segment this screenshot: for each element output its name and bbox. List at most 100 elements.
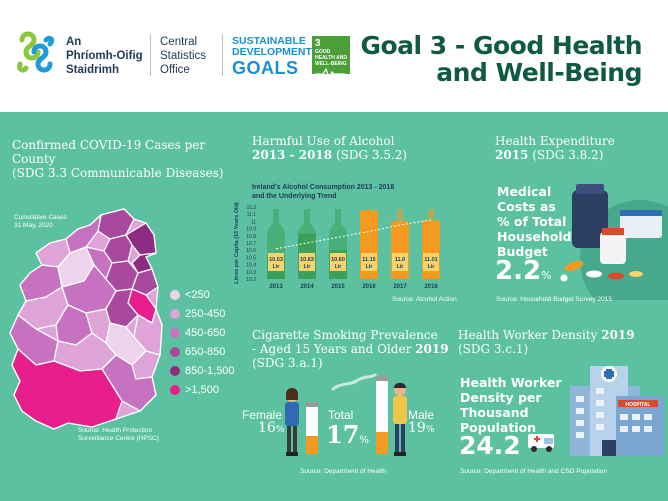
covid-note: Cumulative Cases 31 May, 2020 xyxy=(14,214,67,230)
sdg-logo-text: SUSTAINABLE DEVELOPMENT xyxy=(232,36,312,58)
health-exp-label: Medical Costs as % of Total Household Bu… xyxy=(497,184,572,259)
legend-label: 850-1,500 xyxy=(185,364,235,377)
alcohol-title-sdg: (SDG 3.5.2) xyxy=(335,148,408,162)
hospital-illustration: HOSPITAL xyxy=(528,366,664,456)
x-tick-label: 2014 xyxy=(300,284,314,290)
cso-irish-line: Staidrimh xyxy=(66,64,120,76)
workers-label: Health Worker Density per Thousand Popul… xyxy=(460,375,562,435)
female-figure-icon xyxy=(285,388,299,456)
alcohol-source: Source: Alcohol Action xyxy=(392,296,457,304)
alcohol-section-title: Harmful Use of Alcohol 2013 - 2018 (SDG … xyxy=(252,134,407,162)
y-tick-label: 10.6 xyxy=(246,248,256,254)
health-exp-label-line: Medical xyxy=(497,184,552,199)
covid-title-line: County xyxy=(12,152,56,166)
covid-legend: <250 250-450 450-650 650-850 850-1,500 >… xyxy=(170,285,235,399)
cso-logo-icon xyxy=(17,31,55,73)
cso-english-line: Office xyxy=(160,64,190,76)
ireland-map xyxy=(9,208,163,430)
workers-label-line: Population xyxy=(460,420,537,435)
source-line: Source: Department of Health and CSO Pop… xyxy=(460,468,608,475)
bottle-unit-label: Ltr xyxy=(366,264,373,270)
female-value: 16% xyxy=(258,420,285,436)
chart-x-axis: 2013 2014 2015 2016 2017 2018 xyxy=(269,284,438,290)
bottle-value-label: 11.15 xyxy=(362,257,375,263)
smoking-illustration xyxy=(285,372,407,456)
bottle-unit-label: Ltr xyxy=(273,264,280,270)
alcohol-title-line: Harmful Use of Alcohol xyxy=(252,134,395,148)
source-line: Source: Department of Health xyxy=(300,468,386,475)
bottle-unit-label: Ltr xyxy=(304,264,311,270)
legend-item: >1,500 xyxy=(170,380,235,399)
bottle-unit-label: Ltr xyxy=(428,264,435,270)
cso-english-line: Statistics xyxy=(160,50,207,62)
health-exp-label-line: Household xyxy=(497,229,572,244)
bottle-value-label: 11.0 xyxy=(395,257,405,263)
health-exp-section-title: Health Expenditure 2015 (SDG 3.8.2) xyxy=(495,134,615,162)
source-line: Source: Alcohol Action xyxy=(392,296,457,303)
legend-label: >1,500 xyxy=(185,383,219,396)
legend-item: 850-1,500 xyxy=(170,361,235,380)
workers-label-line: Density per xyxy=(460,390,542,405)
smoking-sdg: (SDG 3.a.1) xyxy=(252,356,323,370)
cso-irish-line: Phríomh-Oifig xyxy=(66,50,143,62)
header-divider xyxy=(150,34,151,76)
health-exp-label-line: Costs as xyxy=(497,199,556,214)
cigarette-icon xyxy=(306,402,318,454)
header-divider xyxy=(222,34,223,76)
y-tick-label: 10.2 xyxy=(246,277,256,283)
workers-sdg: (SDG 3.c.1) xyxy=(458,342,529,356)
y-tick-label: 10.7 xyxy=(246,241,256,247)
smoking-year: 2019 xyxy=(415,342,449,356)
bottle-value-label: 10.60 xyxy=(331,257,345,263)
cso-irish-line: An xyxy=(66,36,82,48)
chart-title: Ireland's Alcohol Consumption 2013 - 201… xyxy=(252,184,394,191)
health-exp-value: 2.2% xyxy=(495,256,552,286)
hospital-building-icon: HOSPITAL xyxy=(570,366,664,456)
legend-swatch xyxy=(170,308,180,319)
covid-source: Source: Health Protection Surveillance C… xyxy=(78,427,159,443)
cso-english-line: Central xyxy=(160,36,198,48)
chart-title: and the Underlying Trend xyxy=(252,193,336,200)
title-line: and Well-Being xyxy=(436,58,642,87)
legend-swatch xyxy=(170,384,180,395)
total-value: 17% xyxy=(326,420,369,449)
bottle-value-label: 10.83 xyxy=(300,257,314,263)
y-tick-label: 10.8 xyxy=(246,234,256,240)
covid-section-title: Confirmed COVID-19 Cases per County (SDG… xyxy=(12,138,224,180)
ambulance-icon xyxy=(528,434,554,452)
y-tick-label: 10.5 xyxy=(246,255,256,261)
bottle-unit-label: Ltr xyxy=(335,264,342,270)
sdg-line: DEVELOPMENT xyxy=(232,46,312,58)
health-exp-title-line: Health Expenditure xyxy=(495,134,615,148)
smoking-title-line: Cigarette Smoking Prevalence xyxy=(252,328,438,342)
cso-irish-name: An Phríomh-Oifig Staidrimh xyxy=(66,35,143,77)
pill-jar-icon xyxy=(600,232,626,264)
legend-label: 650-850 xyxy=(185,345,226,358)
workers-section-title: Health Worker Density 2019 (SDG 3.c.1) xyxy=(458,328,635,356)
goal-badge-text: GOOD HEALTH AND WELL-BEING xyxy=(315,49,347,67)
smoking-section-title: Cigarette Smoking Prevalence - Aged 15 Y… xyxy=(252,328,449,370)
health-exp-sdg: (SDG 3.8.2) xyxy=(532,148,604,162)
workers-label-line: Thousand xyxy=(460,405,529,420)
goal-3-badge: 3 GOOD HEALTH AND WELL-BEING xyxy=(312,36,350,80)
y-tick-label: 10.9 xyxy=(246,227,256,233)
legend-swatch xyxy=(170,327,180,338)
legend-label: 450-650 xyxy=(185,326,226,339)
chart-y-axis: 10.210.310.4 10.510.610.710.810.9 1111.111… xyxy=(246,205,256,283)
sdg-line: SUSTAINABLE xyxy=(232,35,306,47)
heartbeat-icon xyxy=(315,67,345,80)
health-exp-label-line: % of Total xyxy=(497,214,567,229)
male-figure-icon xyxy=(393,382,407,456)
medicine-box-icon xyxy=(620,210,662,238)
x-tick-label: 2016 xyxy=(362,284,376,290)
cso-english-name: Central Statistics Office xyxy=(160,35,206,77)
cigarette-icon xyxy=(376,376,388,454)
source-line: Source: Household Budget Survey 2015 xyxy=(496,296,612,303)
male-label: Male xyxy=(408,408,435,422)
legend-item: 450-650 xyxy=(170,323,235,342)
covid-subtitle: (SDG 3.3 Communicable Diseases) xyxy=(12,166,224,180)
covid-note-line: Cumulative Cases xyxy=(14,214,67,221)
